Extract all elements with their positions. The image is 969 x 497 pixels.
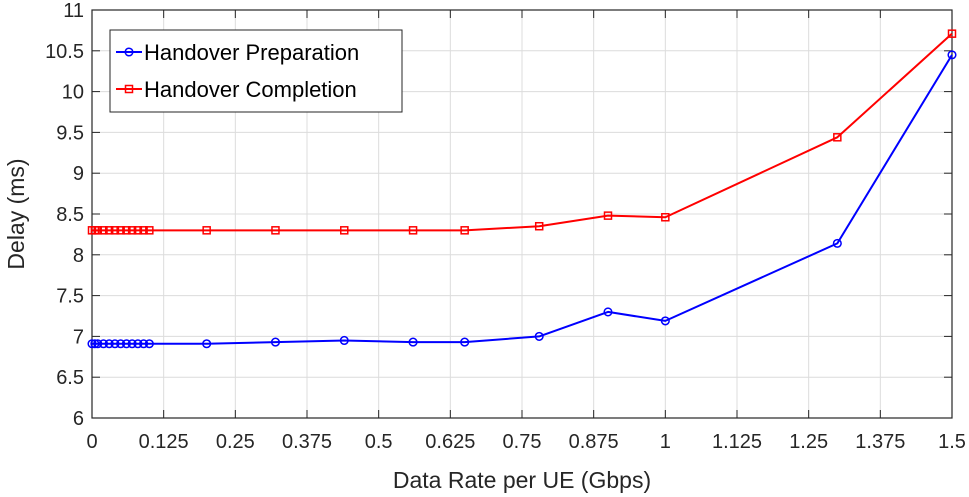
y-tick-label: 8.5 — [56, 204, 84, 226]
data-point — [534, 331, 544, 341]
data-point — [139, 226, 148, 235]
x-tick-label: 1.5 — [938, 431, 966, 453]
data-point — [661, 213, 670, 222]
series-layer — [87, 29, 957, 349]
data-point — [99, 226, 108, 235]
legend-label: Handover Preparation — [144, 40, 359, 65]
data-point — [202, 339, 212, 349]
axis-ticks: 0 0.125 0.25 0.375 0.5 0.625 0.75 0.875 1 1.125 1.… — [45, 0, 966, 453]
data-point — [832, 238, 842, 248]
data-point — [603, 211, 613, 220]
y-tick-label: 10.5 — [45, 41, 84, 63]
legend-marker — [124, 47, 134, 57]
data-point — [127, 226, 137, 235]
data-point — [460, 337, 470, 347]
data-point — [460, 226, 469, 235]
data-point — [133, 339, 143, 349]
data-point — [87, 339, 97, 349]
series-0 — [87, 50, 957, 349]
data-point — [98, 339, 109, 349]
data-point — [340, 226, 349, 235]
data-point — [202, 226, 211, 235]
data-point — [339, 335, 349, 346]
data-point — [145, 226, 154, 235]
data-point — [408, 337, 418, 347]
y-tick-label: 9.5 — [56, 122, 84, 144]
data-point — [144, 339, 154, 349]
data-point — [408, 226, 418, 235]
data-point — [93, 226, 102, 235]
y-tick-label: 11 — [63, 0, 84, 22]
y-tick-label: 6 — [73, 408, 84, 430]
legend-item: Handover Completion — [116, 77, 357, 102]
data-point — [271, 226, 280, 235]
data-point — [116, 339, 126, 349]
x-tick-label: 1.25 — [789, 431, 828, 453]
x-tick-label: 1.375 — [855, 431, 905, 453]
y-tick-label: 8 — [73, 245, 84, 267]
y-tick-label: 10 — [62, 82, 84, 104]
x-tick-label: 0 — [86, 431, 97, 453]
x-tick-label: 0.125 — [139, 431, 189, 453]
legend-marker — [124, 84, 134, 94]
data-point — [90, 339, 100, 349]
series-1 — [87, 29, 957, 235]
x-tick-label: 0.375 — [282, 431, 332, 453]
data-point — [122, 226, 131, 235]
x-tick-label: 0.75 — [503, 431, 542, 453]
data-point — [534, 221, 544, 231]
y-axis-label: Delay (ms) — [3, 158, 29, 269]
data-point — [104, 339, 114, 349]
data-point — [127, 339, 137, 349]
data-point — [947, 50, 957, 60]
data-point — [104, 226, 114, 235]
data-point — [110, 339, 120, 349]
legend-box — [109, 29, 403, 113]
y-tick-label: 7.5 — [56, 286, 84, 308]
data-point — [833, 133, 842, 142]
x-tick-label: 0.875 — [569, 431, 619, 453]
data-point — [110, 226, 120, 235]
legend-label: Handover Completion — [144, 77, 357, 102]
y-tick-label: 9 — [73, 163, 84, 185]
data-point — [603, 307, 613, 317]
y-tick-label: 6.5 — [56, 367, 84, 389]
data-point — [270, 337, 281, 347]
data-point — [116, 226, 125, 235]
data-point — [121, 339, 131, 349]
legend: Handover Preparation Handover Completion — [109, 29, 403, 113]
legend-item: Handover Preparation — [116, 40, 359, 65]
x-tick-label: 0.25 — [216, 431, 255, 453]
x-tick-label: 0.5 — [365, 431, 393, 453]
x-tick-label: 0.625 — [425, 431, 475, 453]
data-point — [947, 29, 957, 38]
data-point — [133, 226, 143, 235]
x-tick-label: 1 — [660, 431, 671, 453]
series-line — [92, 54, 953, 345]
y-tick-label: 7 — [73, 326, 84, 348]
x-tick-label: 1.125 — [712, 431, 762, 453]
x-axis-label: Data Rate per UE (Gbps) — [393, 467, 651, 493]
data-point — [93, 339, 103, 349]
data-point — [660, 316, 670, 326]
data-point — [139, 339, 149, 349]
